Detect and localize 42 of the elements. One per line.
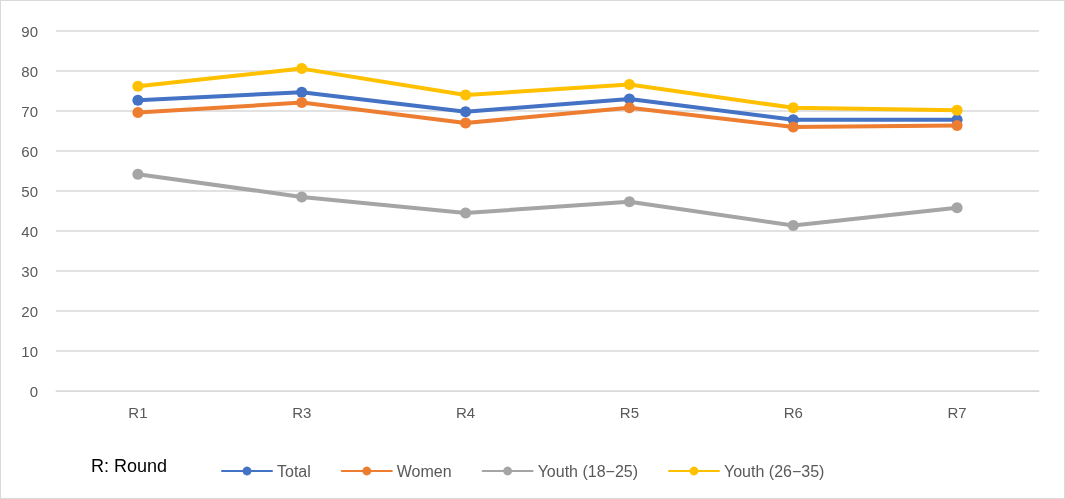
x-tick-label: R4 [455,404,476,421]
point [460,89,472,101]
x-tick-label: R7 [947,404,967,421]
y-tick-label: 10 [21,342,38,360]
point [132,80,144,92]
point [787,102,799,114]
point [132,94,144,106]
point [460,117,472,129]
y-tick-label: 40 [21,222,38,240]
point [951,104,963,116]
y-tick-label: 50 [21,182,38,200]
point [951,202,963,214]
x-tick-label: R5 [619,404,640,421]
point [460,106,472,118]
point [132,168,144,180]
point [787,219,799,231]
legend-label: Total [277,462,311,480]
point [623,102,635,114]
x-tick-label: R3 [292,404,312,421]
point [296,63,308,75]
y-tick-label: 80 [21,62,38,80]
legend-label: Youth (18−25) [537,462,639,480]
text: R: Round [91,456,168,476]
legend-label: Youth (26−35) [724,462,825,480]
y-tick-label: 0 [29,382,38,400]
point [132,107,144,119]
x-tick-label: R6 [783,404,803,421]
point [623,196,635,208]
y-tick-label: 90 [21,22,38,40]
y-tick-label: 30 [21,262,38,280]
point [296,97,308,109]
y-tick-label: 60 [21,142,38,160]
x-tick-label: R1 [128,404,148,421]
point [460,207,472,219]
point [296,86,308,98]
point [296,191,308,203]
legend-label: Women [396,462,452,480]
point [951,119,963,131]
point [623,79,635,91]
point [787,121,799,133]
y-tick-label: 70 [21,102,38,120]
y-tick-label: 20 [21,302,38,320]
